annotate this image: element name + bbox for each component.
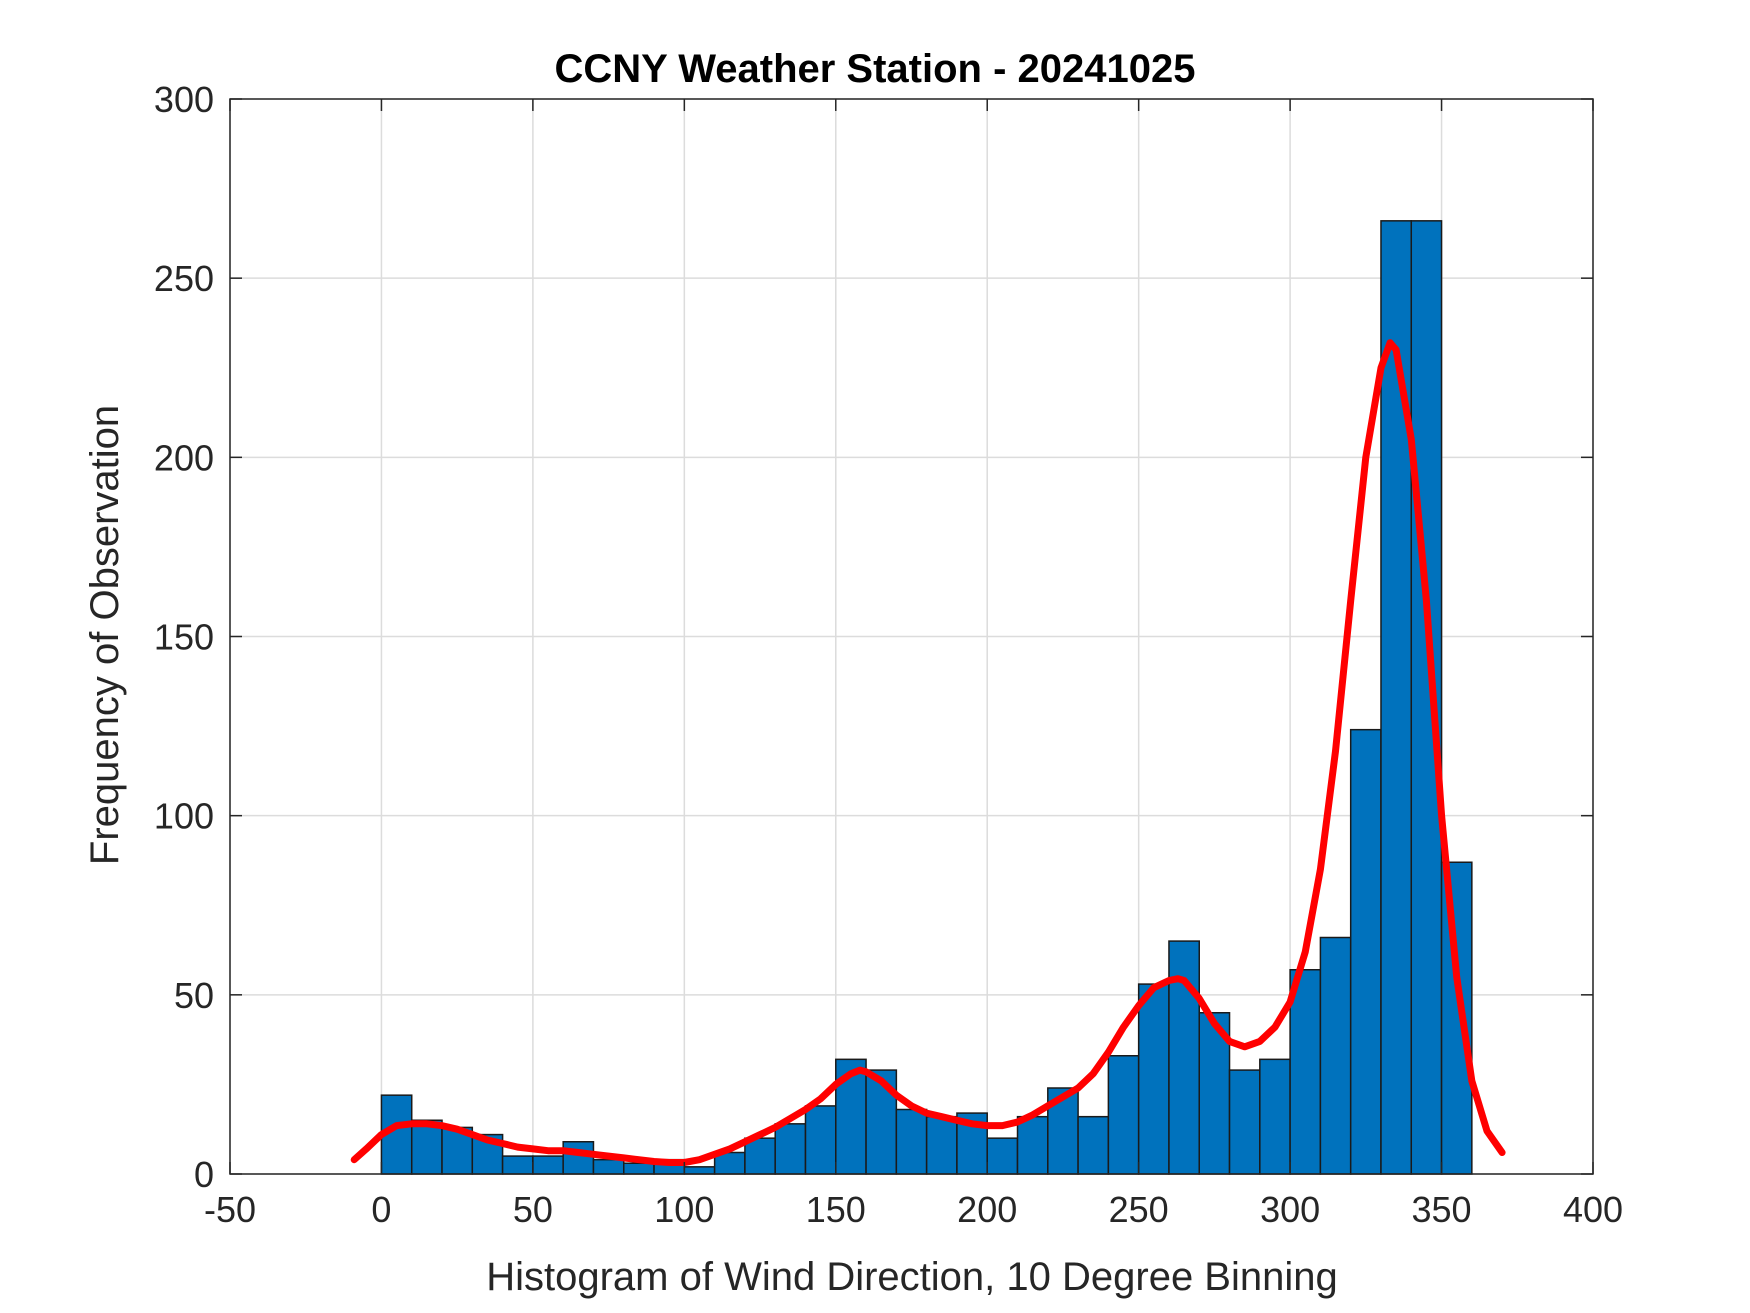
y-tick-label: 250	[154, 258, 214, 299]
x-axis-label: Histogram of Wind Direction, 10 Degree B…	[486, 1255, 1338, 1299]
y-axis-label: Frequency of Observation	[83, 405, 127, 865]
fit-curve-line	[350, 339, 1506, 1166]
x-tick-label: 250	[1109, 1189, 1169, 1230]
x-tick-label: 100	[654, 1189, 714, 1230]
histogram-bar	[1349, 728, 1382, 1175]
tick-marks	[229, 98, 1594, 1175]
x-tick-label: 50	[513, 1189, 553, 1230]
x-tick-label: 300	[1260, 1189, 1320, 1230]
histogram-bar	[683, 1166, 716, 1175]
x-tick-label: -50	[204, 1189, 256, 1230]
x-tick-label: 350	[1412, 1189, 1472, 1230]
y-tick-label: 0	[194, 1154, 214, 1195]
histogram-bar	[925, 1115, 958, 1175]
y-tick-label: 200	[154, 437, 214, 478]
histogram-bar	[623, 1162, 655, 1175]
x-tick-label: 400	[1563, 1189, 1623, 1230]
histogram-bar	[986, 1137, 1019, 1175]
x-tick-labels: -50 0 50 100 150 200 250 300 350 400	[204, 1189, 1623, 1230]
histogram-bar	[865, 1069, 898, 1175]
histogram-bar	[1319, 936, 1352, 1175]
histogram-bar	[1380, 220, 1413, 1175]
histogram-bar	[1228, 1069, 1261, 1175]
histogram-bar	[1168, 940, 1200, 1175]
histogram-bar	[532, 1155, 564, 1175]
y-tick-label: 300	[154, 79, 214, 120]
histogram-bar	[1077, 1115, 1110, 1175]
y-tick-label: 50	[174, 975, 214, 1016]
chart-title: CCNY Weather Station - 20241025	[555, 47, 1196, 91]
histogram-bars	[380, 220, 1473, 1175]
y-tick-labels: 0 50 100 150 200 250 300	[154, 79, 214, 1195]
histogram-bar	[1289, 969, 1322, 1175]
density-fit-curve	[350, 339, 1506, 1166]
y-tick-label: 100	[154, 796, 214, 837]
histogram-bar	[501, 1155, 534, 1175]
histogram-bar	[1410, 220, 1443, 1175]
histogram-bar	[592, 1158, 625, 1175]
histogram-bar	[1259, 1058, 1291, 1175]
x-tick-label: 150	[806, 1189, 866, 1230]
histogram-bar	[1016, 1115, 1049, 1175]
y-tick-label: 150	[154, 617, 214, 658]
histogram-bar	[804, 1105, 837, 1175]
histogram-bar	[774, 1123, 807, 1175]
histogram-bar	[1107, 1055, 1140, 1175]
histogram-bar	[895, 1108, 928, 1175]
histogram-bar	[562, 1141, 595, 1175]
histogram-bar	[1137, 983, 1170, 1175]
histogram-bar	[1440, 861, 1473, 1175]
x-tick-label: 200	[957, 1189, 1017, 1230]
histogram-bar	[744, 1137, 776, 1175]
x-tick-label: 0	[371, 1189, 391, 1230]
